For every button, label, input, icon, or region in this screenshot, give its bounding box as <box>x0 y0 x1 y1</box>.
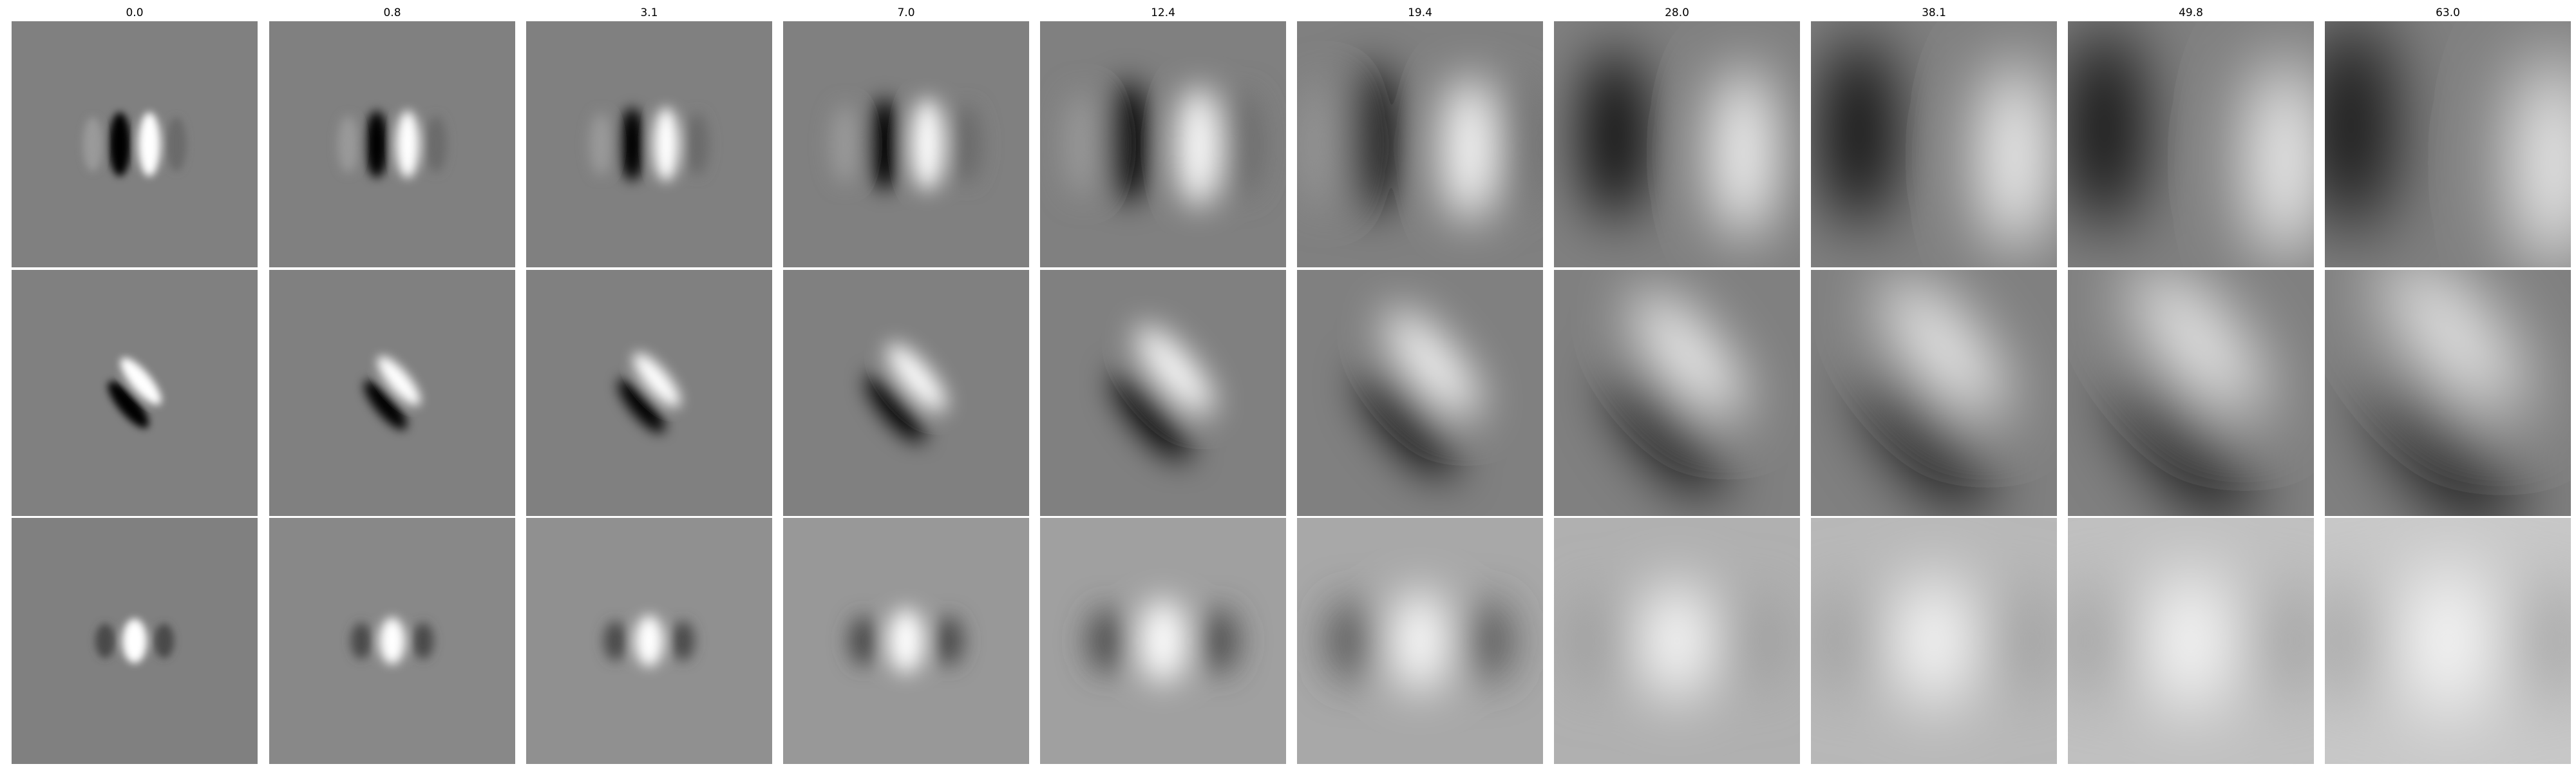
filter-image-r3-c1 <box>12 518 258 764</box>
column-title: 19.4 <box>1408 6 1432 19</box>
column-title: 28.0 <box>1665 6 1689 19</box>
filter-image-r2-c6 <box>1297 270 1543 516</box>
filter-image-r3-c7 <box>1554 518 1800 764</box>
filter-image-r2-c3 <box>526 270 772 516</box>
column-title: 0.8 <box>383 6 401 19</box>
column-title: 7.0 <box>897 6 915 19</box>
filter-image-r3-c10 <box>2325 518 2571 764</box>
filter-image-r3-c8 <box>1811 518 2057 764</box>
filter-image-r3-c5 <box>1040 518 1286 764</box>
filter-image-r1-c3 <box>526 21 772 267</box>
filter-image-r1-c2 <box>269 21 515 267</box>
filter-image-r2-c8 <box>1811 270 2057 516</box>
column-title: 0.0 <box>126 6 144 19</box>
filter-image-r2-c1 <box>12 270 258 516</box>
filter-image-r1-c9 <box>2068 21 2314 267</box>
filter-image-r1-c8 <box>1811 21 2057 267</box>
filter-image-r1-c10 <box>2325 21 2571 267</box>
column-title: 3.1 <box>640 6 658 19</box>
filter-image-r3-c9 <box>2068 518 2314 764</box>
column-title: 63.0 <box>2436 6 2460 19</box>
filter-image-r3-c6 <box>1297 518 1543 764</box>
filter-image-r1-c7 <box>1554 21 1800 267</box>
filter-image-r1-c6 <box>1297 21 1543 267</box>
filter-image-r1-c1 <box>12 21 258 267</box>
column-title: 38.1 <box>1922 6 1946 19</box>
filter-image-r3-c3 <box>526 518 772 764</box>
filter-image-r2-c7 <box>1554 270 1800 516</box>
column-title: 12.4 <box>1151 6 1175 19</box>
filter-image-r2-c5 <box>1040 270 1286 516</box>
filter-image-r2-c9 <box>2068 270 2314 516</box>
filter-image-r3-c4 <box>783 518 1029 764</box>
filter-image-r1-c5 <box>1040 21 1286 267</box>
filter-image-r1-c4 <box>783 21 1029 267</box>
filter-image-r3-c2 <box>269 518 515 764</box>
filter-image-r2-c2 <box>269 270 515 516</box>
column-title: 49.8 <box>2179 6 2203 19</box>
filter-image-r2-c10 <box>2325 270 2571 516</box>
filter-image-r2-c4 <box>783 270 1029 516</box>
